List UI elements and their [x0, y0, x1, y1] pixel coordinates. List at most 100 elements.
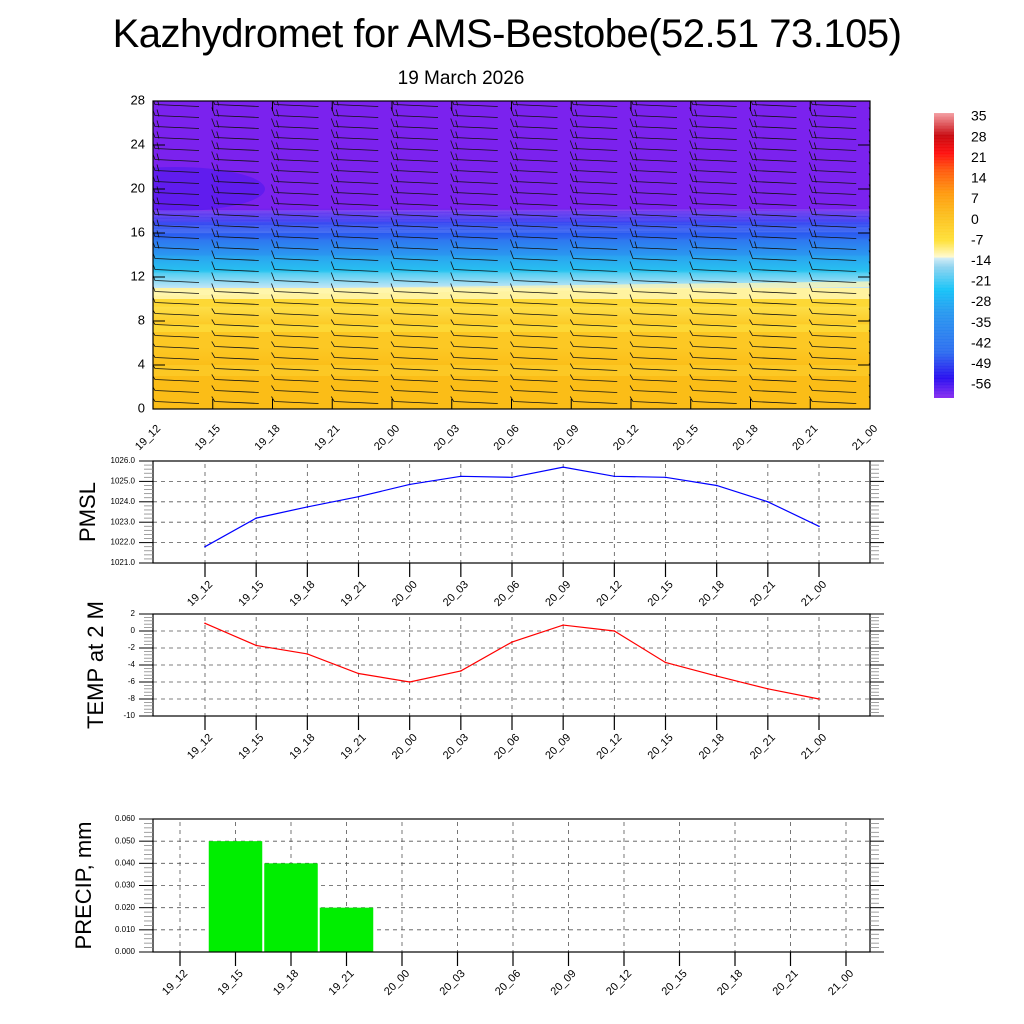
wind-barb-flag	[515, 101, 518, 106]
wind-barb-shaft	[390, 250, 439, 261]
wind-barb-flag	[874, 209, 876, 216]
wind-barb-shaft	[629, 228, 678, 239]
wind-barb-shaft	[510, 341, 558, 349]
wind-barb	[569, 118, 618, 129]
wind-barb-shaft	[510, 206, 558, 217]
wind-barb	[808, 261, 857, 272]
wind-barb-flag	[575, 101, 578, 106]
wind-barb	[689, 129, 737, 140]
wind-barb	[689, 330, 737, 338]
wind-barb-flag	[874, 121, 876, 128]
wind-barb-flag	[395, 186, 399, 194]
wind-barb-shaft	[330, 261, 379, 272]
wind-barb-flag	[276, 164, 279, 172]
wind-barb	[211, 352, 259, 360]
wind-barb-flag	[335, 142, 339, 150]
wind-barb-shaft	[689, 341, 737, 349]
wind-barb-shaft	[689, 283, 737, 294]
wind-barb-shaft	[749, 261, 797, 272]
wind-barb-shaft	[868, 308, 870, 311]
wind-barb-shaft	[450, 129, 498, 140]
wind-barb	[330, 283, 379, 294]
wind-barb-shaft	[271, 118, 319, 129]
wind-barb	[211, 396, 259, 404]
wind-barb-flag	[156, 109, 160, 117]
colorbar-label: 21	[971, 149, 987, 165]
wind-barb-shaft	[629, 374, 678, 382]
y-tick-label: 12	[131, 268, 145, 283]
wind-barb-flag	[335, 197, 339, 205]
wind-barb-flag	[335, 208, 339, 216]
wind-barb-shaft	[211, 173, 259, 184]
wind-barb-flag	[813, 197, 817, 205]
pmsl-point	[562, 466, 564, 468]
wind-barb	[450, 162, 498, 173]
contour-line	[153, 211, 870, 214]
temp-2m-point	[664, 661, 667, 664]
wind-barb-shaft	[689, 195, 737, 206]
contour-line	[153, 215, 870, 218]
wind-barb	[271, 330, 319, 338]
wind-barb	[330, 118, 379, 129]
wind-barb-shaft	[810, 101, 857, 107]
wind-barb	[749, 396, 797, 404]
contour-line	[153, 225, 870, 228]
wind-barb-shaft	[153, 120, 200, 129]
x-tick-label: 20_21	[771, 968, 801, 998]
wind-barb-shaft	[450, 261, 498, 272]
wind-barb-shaft	[450, 396, 498, 404]
contour-line	[153, 210, 870, 212]
wind-barb	[450, 294, 498, 305]
wind-barb	[629, 396, 678, 404]
wind-barb	[629, 319, 678, 327]
wind-barb-shaft	[330, 363, 379, 371]
wind-barb	[390, 396, 439, 404]
wind-barb	[749, 261, 797, 272]
contour-line	[153, 217, 870, 220]
y-tick-label: 0	[138, 400, 145, 415]
wind-barb-shaft	[510, 283, 558, 294]
temp-2m-point	[204, 622, 206, 625]
wind-barb	[868, 107, 870, 112]
wind-barb	[271, 151, 319, 162]
wind-barb-shaft	[211, 374, 259, 382]
wind-barb-shaft	[450, 374, 498, 382]
wind-barb	[868, 385, 870, 388]
wind-barb-flag	[395, 131, 399, 139]
wind-barb-shaft	[689, 363, 737, 371]
wind-barb-flag	[574, 142, 578, 150]
wind-barb	[390, 184, 439, 195]
wind-barb-shaft	[749, 140, 797, 151]
wind-barb-flag	[335, 186, 339, 194]
wind-barb	[689, 374, 737, 382]
wind-barb	[271, 396, 319, 404]
wind-barb	[510, 385, 558, 393]
wind-barb-flag	[335, 164, 339, 172]
wind-barb	[868, 228, 870, 233]
wind-barb	[271, 206, 319, 217]
wind-barb	[271, 195, 319, 206]
colorbar-label: 35	[971, 108, 987, 124]
wind-barb	[211, 151, 259, 162]
x-tick-label: 19_12	[185, 579, 215, 609]
wind-barb	[869, 97, 916, 107]
wind-barb-shaft	[868, 294, 870, 299]
wind-barb	[330, 319, 379, 327]
wind-barb	[330, 396, 379, 404]
wind-barb-flag	[396, 101, 399, 106]
wind-barb	[629, 308, 678, 316]
wind-barb	[749, 140, 797, 151]
wind-barb	[808, 330, 857, 338]
wind-barb-flag	[276, 153, 279, 161]
wind-barb	[153, 197, 200, 206]
wind-barb	[450, 140, 498, 151]
wind-barb-shaft	[153, 296, 200, 305]
wind-barb	[631, 101, 678, 107]
wind-barb-shaft	[211, 294, 259, 305]
wind-barb-shaft	[211, 352, 259, 360]
wind-barb-flag	[276, 142, 279, 150]
wind-barb	[153, 320, 200, 327]
wind-barb-shaft	[689, 140, 737, 151]
wind-barb-shaft	[390, 396, 439, 404]
wind-barb	[868, 184, 870, 189]
